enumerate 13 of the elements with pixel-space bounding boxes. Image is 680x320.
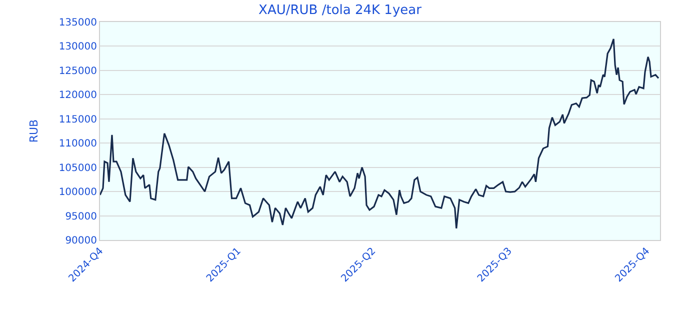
y-tick-label: 105000: [58, 162, 97, 174]
y-tick-label: 95000: [65, 211, 97, 222]
y-axis-title: RUB: [27, 119, 40, 143]
y-tick-label: 125000: [58, 66, 97, 77]
line-series: [100, 38, 660, 230]
y-tick-label: 100000: [58, 187, 97, 198]
y-tick-label: 130000: [58, 42, 97, 53]
chart-title: XAU/RUB /tola 24K 1year: [258, 2, 422, 18]
y-tick-label: 110000: [58, 138, 97, 150]
y-tick-label: 120000: [58, 90, 97, 102]
y-tick-label: 135000: [58, 18, 97, 28]
y-tick-label: 90000: [65, 236, 97, 246]
y-tick-label: 115000: [58, 114, 97, 126]
